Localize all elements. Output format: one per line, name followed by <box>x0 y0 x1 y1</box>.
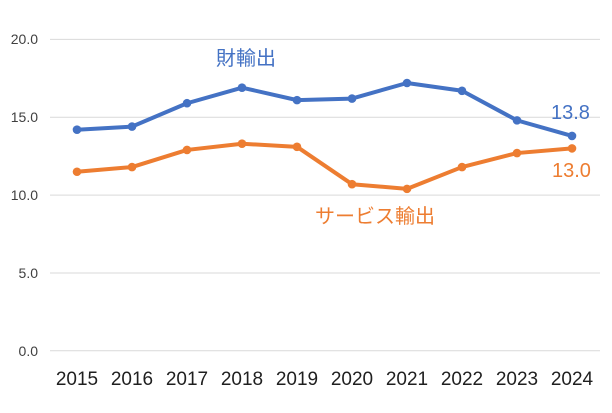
data-point-marker <box>347 94 357 103</box>
data-point-marker <box>512 148 522 158</box>
data-point-marker <box>72 167 82 177</box>
x-axis-tick-label: 2020 <box>330 369 374 390</box>
data-point-marker <box>402 184 412 194</box>
series-label-services-exports: サービス輸出 <box>315 206 435 228</box>
y-axis-tick-label: 5.0 <box>18 264 38 281</box>
series-line-services <box>75 141 574 191</box>
y-axis-tick-label: 15.0 <box>10 109 38 126</box>
y-axis-tick-label: 0.0 <box>18 342 38 359</box>
data-point-marker <box>292 142 302 152</box>
end-value-label-goods: 13.8 <box>551 102 590 124</box>
data-point-marker <box>237 83 247 92</box>
data-point-marker <box>237 139 247 149</box>
data-point-marker <box>182 98 192 108</box>
x-axis-tick-label: 2016 <box>110 369 154 390</box>
data-point-marker <box>127 122 137 131</box>
y-axis-tick-label: 10.0 <box>10 187 38 204</box>
series-line-goods <box>75 80 574 138</box>
end-value-label-services: 13.0 <box>552 160 591 182</box>
data-point-marker <box>512 116 522 125</box>
y-axis-tick-label: 20.0 <box>10 31 38 48</box>
x-axis-tick-label: 2019 <box>275 369 319 390</box>
data-point-marker <box>457 162 467 172</box>
data-point-marker <box>127 162 137 172</box>
series-label-goods-exports: 財輸出 <box>216 48 276 70</box>
data-point-marker <box>457 86 467 96</box>
data-point-marker <box>347 179 357 189</box>
data-point-marker <box>567 131 577 141</box>
data-point-marker <box>402 78 412 88</box>
data-point-marker <box>72 125 82 135</box>
x-axis-tick-label: 2017 <box>165 369 209 390</box>
data-point-marker <box>567 144 577 153</box>
data-point-marker <box>292 95 302 105</box>
x-axis-tick-label: 2015 <box>55 369 99 390</box>
x-axis-tick-label: 2023 <box>495 369 539 390</box>
x-axis-tick-label: 2021 <box>385 369 429 390</box>
data-point-marker <box>182 145 192 155</box>
x-axis-tick-label: 2024 <box>550 369 594 390</box>
x-axis-tick-label: 2018 <box>220 369 264 390</box>
x-axis-tick-label: 2022 <box>440 369 484 390</box>
